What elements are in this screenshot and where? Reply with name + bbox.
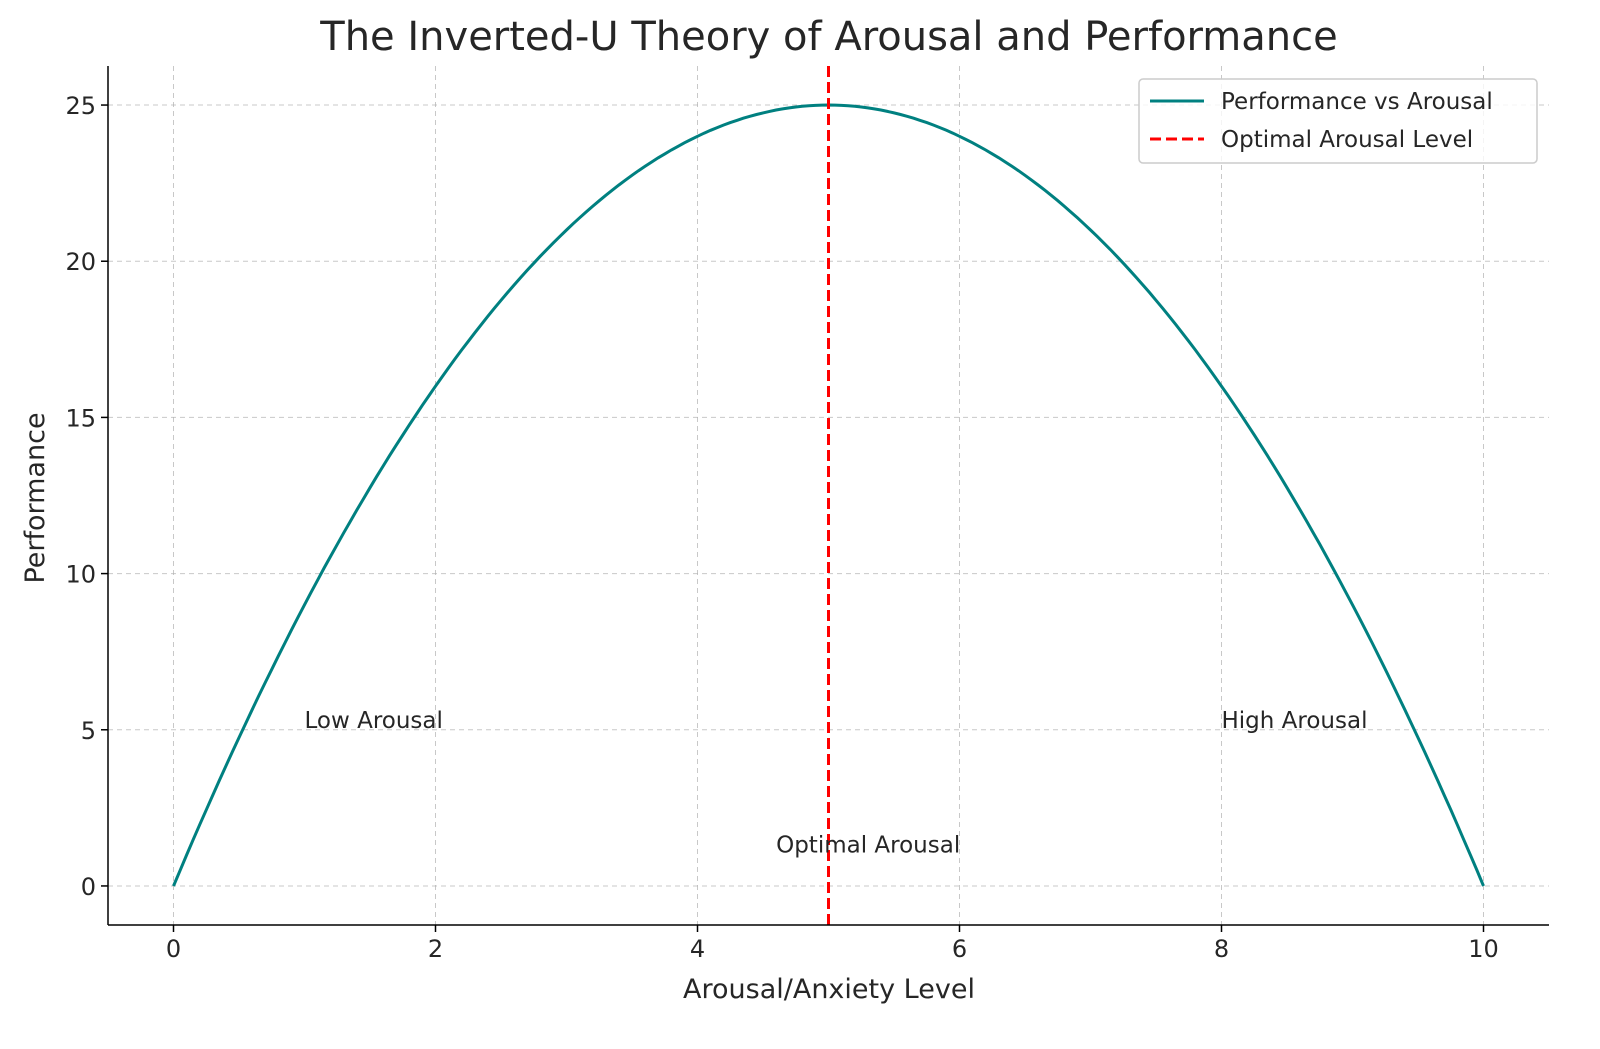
x-tick-label: 4 — [690, 935, 705, 963]
axes: 0 2 4 6 8 10 0 5 10 15 20 25 — [65, 66, 1549, 963]
y-tick-label: 5 — [81, 717, 96, 745]
annotation-label: Optimal Arousal — [776, 833, 960, 859]
y-tick-label: 25 — [65, 92, 96, 120]
x-tick-label: 10 — [1468, 935, 1499, 963]
y-tick-label: 0 — [81, 873, 96, 901]
legend-label-performance: Performance vs Arousal — [1221, 89, 1493, 115]
x-tick-label: 6 — [952, 935, 967, 963]
y-tick-label: 15 — [65, 404, 96, 432]
x-tick-label: 2 — [428, 935, 443, 963]
y-axis-label: Performance — [20, 412, 51, 583]
y-tick-label: 20 — [65, 248, 96, 276]
legend: Performance vs Arousal Optimal Arousal L… — [1138, 78, 1538, 164]
x-tick-label: 8 — [1214, 935, 1229, 963]
y-tick-label: 10 — [65, 561, 96, 589]
chart-title: The Inverted-U Theory of Arousal and Per… — [319, 14, 1337, 60]
series-line-performance — [172, 103, 1485, 887]
plot-area: Low Arousal High Arousal Optimal Arousal — [172, 66, 1485, 925]
annotation-label: High Arousal — [1222, 708, 1368, 734]
legend-label-optimal: Optimal Arousal Level — [1221, 127, 1473, 153]
annotation-label: Low Arousal — [305, 708, 443, 734]
x-axis-label: Arousal/Anxiety Level — [683, 974, 975, 1005]
x-tick-label: 0 — [166, 935, 181, 963]
